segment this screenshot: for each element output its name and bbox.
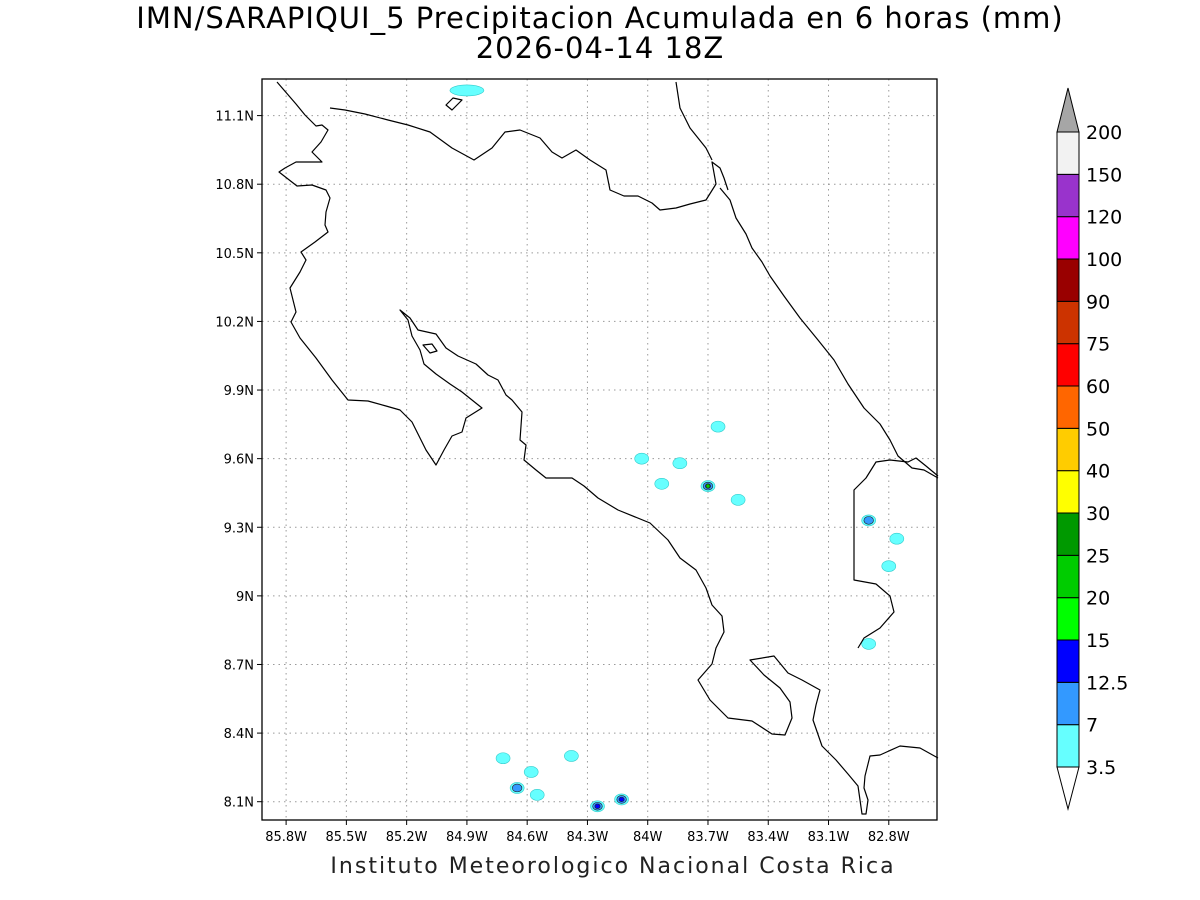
colorbar-box bbox=[1056, 512, 1080, 556]
precip-cell bbox=[523, 766, 539, 778]
precip-cell bbox=[509, 782, 525, 794]
credit-text: Instituto Meteorologico Nacional Costa R… bbox=[330, 854, 896, 879]
coastline-caribbean-east bbox=[675, 81, 939, 479]
precip-cell bbox=[529, 789, 545, 801]
coastline-border-panama bbox=[853, 457, 939, 649]
lat-tick-label: 9.3N bbox=[224, 521, 254, 536]
colorbar-level-label: 200 bbox=[1086, 122, 1122, 144]
precip-cell bbox=[700, 480, 716, 492]
lat-tick-label: 9.6N bbox=[224, 453, 254, 468]
colorbar-box bbox=[1056, 216, 1080, 260]
lat-tick-label: 8.1N bbox=[224, 796, 254, 811]
colorbar-level-label: 30 bbox=[1086, 503, 1110, 525]
map-frame bbox=[261, 78, 938, 821]
colorbar-level-label: 7 bbox=[1086, 715, 1098, 737]
colorbar-box bbox=[1056, 554, 1080, 599]
lon-tick-label: 85.2W bbox=[386, 830, 428, 845]
colorbar-level-label: 100 bbox=[1086, 249, 1122, 271]
colorbar-under-arrow bbox=[1056, 766, 1080, 811]
colorbar-box bbox=[1056, 343, 1080, 387]
precip-cell bbox=[495, 752, 511, 765]
colorbar-level-label: 20 bbox=[1086, 588, 1110, 610]
precip-cell bbox=[889, 532, 905, 545]
lat-tick-label: 11.1N bbox=[215, 110, 254, 125]
coastline-pacific-north bbox=[276, 81, 939, 815]
precip-cell bbox=[590, 800, 605, 813]
colorbar-box bbox=[1056, 300, 1080, 345]
lon-tick-label: 84.9W bbox=[446, 830, 488, 845]
coastline-nicaragua-border bbox=[329, 107, 729, 211]
colorbar-box bbox=[1056, 427, 1080, 472]
lat-tick-label: 9N bbox=[236, 590, 254, 605]
map-title: IMN/SARAPIQUI_5 Precipitacion Acumulada … bbox=[136, 1, 1064, 35]
colorbar-level-label: 90 bbox=[1086, 291, 1110, 313]
colorbar-level-label: 60 bbox=[1086, 376, 1110, 398]
lon-tick-label: 83.1W bbox=[808, 830, 850, 845]
lat-tick-label: 8.7N bbox=[224, 658, 254, 673]
colorbar-level-label: 120 bbox=[1086, 207, 1122, 229]
colorbar-box bbox=[1056, 131, 1080, 175]
colorbar-box bbox=[1056, 681, 1080, 726]
lat-tick-label: 9.9N bbox=[224, 384, 254, 399]
precip-cell bbox=[654, 478, 670, 490]
precip-cell bbox=[634, 452, 649, 465]
colorbar-box bbox=[1056, 470, 1080, 514]
colorbar-box bbox=[1056, 724, 1080, 768]
precip-cell bbox=[564, 750, 579, 762]
colorbar-level-label: 3.5 bbox=[1086, 757, 1116, 779]
map-subtitle-date: 2026-04-14 18Z bbox=[475, 31, 725, 65]
precip-cell bbox=[710, 420, 726, 433]
colorbar-level-label: 75 bbox=[1086, 334, 1110, 356]
colorbar-box bbox=[1056, 639, 1080, 683]
colorbar-level-label: 40 bbox=[1086, 461, 1110, 483]
coastline-caribbean bbox=[445, 97, 463, 111]
colorbar-box bbox=[1056, 385, 1080, 429]
lon-tick-label: 82.8W bbox=[868, 830, 910, 845]
lat-tick-label: 10.5N bbox=[215, 247, 254, 262]
colorbar-level-label: 150 bbox=[1086, 164, 1122, 186]
precip-cell bbox=[861, 638, 876, 650]
precip-cell bbox=[449, 84, 485, 97]
precip-cell bbox=[730, 494, 746, 506]
colorbar-box bbox=[1056, 597, 1080, 641]
colorbar-level-label: 50 bbox=[1086, 418, 1110, 440]
colorbar-level-label: 15 bbox=[1086, 630, 1110, 652]
lat-tick-label: 10.8N bbox=[215, 178, 254, 193]
lon-tick-label: 84.6W bbox=[506, 830, 548, 845]
lat-tick-label: 8.4N bbox=[224, 727, 254, 742]
coastline-nicoya-island bbox=[422, 343, 438, 354]
colorbar-level-label: 12.5 bbox=[1086, 672, 1128, 694]
lon-tick-label: 83.7W bbox=[687, 830, 729, 845]
lon-tick-label: 85.5W bbox=[325, 830, 367, 845]
precip-cell bbox=[881, 560, 897, 572]
lon-tick-label: 83.4W bbox=[747, 830, 789, 845]
colorbar-over-arrow bbox=[1056, 87, 1080, 133]
lon-tick-label: 84W bbox=[633, 830, 663, 845]
lon-tick-label: 85.8W bbox=[265, 830, 307, 845]
precip-cell bbox=[861, 514, 876, 527]
colorbar: 3.5 7 12.5 15 20 25 30 40 50 60 75 90 100 120 150 200 bbox=[1056, 87, 1128, 811]
colorbar-level-label: 25 bbox=[1086, 545, 1110, 567]
lat-tick-label: 10.2N bbox=[215, 315, 254, 330]
precip-cell bbox=[672, 457, 688, 470]
colorbar-box bbox=[1056, 173, 1080, 218]
precipitation-contours bbox=[449, 84, 905, 813]
graticule-grid bbox=[262, 79, 937, 820]
axis-ticks: 85.8W 85.5W 85.2W 84.9W 84.6W 84.3W 84W 83.7W 83… bbox=[215, 110, 909, 845]
lon-tick-label: 84.3W bbox=[567, 830, 609, 845]
colorbar-box bbox=[1056, 258, 1080, 302]
coastlines bbox=[276, 81, 939, 815]
precip-cell bbox=[614, 793, 629, 806]
